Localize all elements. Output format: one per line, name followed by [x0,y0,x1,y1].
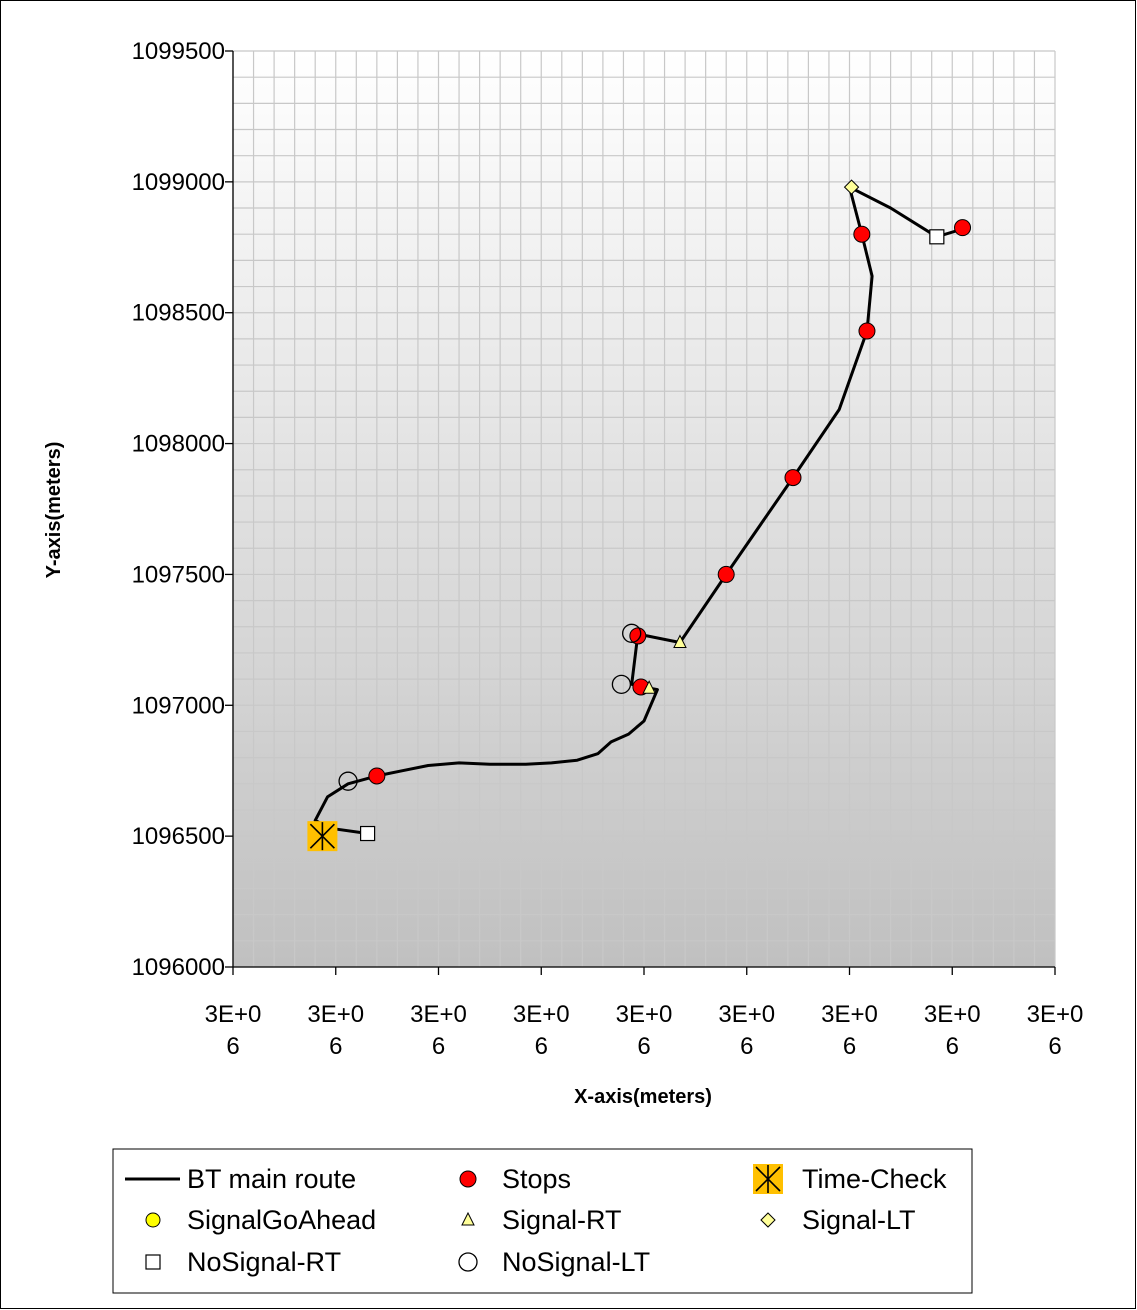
legend-label: NoSignal-RT [187,1247,341,1277]
signal-rt-point [673,634,687,648]
signal-rt-point [642,680,656,694]
stops-point [853,225,871,243]
legend-label: Stops [502,1164,571,1194]
nosignal-rt-point [929,229,945,245]
x-tick-label: 3E+0 6 [513,1001,570,1060]
legend-label: Signal-RT [502,1205,622,1235]
y-tick-label: 1096500 [132,823,225,850]
y-tick-label: 1099000 [132,169,225,196]
nosignal-lt-point [622,623,642,643]
x-tick-label: 3E+0 6 [307,1001,364,1060]
stops-point [858,322,876,340]
stops-point [629,627,647,645]
legend-swatch [458,1252,478,1272]
nosignal-lt-point [611,674,632,694]
y-tick-label: 1098500 [132,300,225,327]
x-axis-title: X-axis(meters) [574,1086,712,1108]
series-layer [307,179,972,852]
x-tick-label: 3E+0 6 [1027,1001,1084,1060]
legend-item-signal-rt: Signal-RT [461,1205,622,1235]
x-tick-label: 3E+0 6 [924,1001,981,1060]
legend-item-nosignal-rt: NoSignal-RT [145,1247,341,1277]
y-tick-label: 1097000 [132,692,225,719]
stops-point [784,469,802,487]
legend-item-signalgoahead: SignalGoAhead [145,1205,376,1235]
y-axis-title: Y-axis(meters) [43,442,65,579]
nosignal-rt-point [360,825,376,842]
y-tick-label: 1097500 [132,561,225,588]
legend-item-signal-lt: Signal-LT [760,1205,916,1235]
legend-box [112,1148,973,1294]
legend-swatch [459,1170,477,1188]
stops-point [954,219,972,237]
legend-swatch [753,1164,783,1194]
legend-label: SignalGoAhead [187,1205,376,1235]
y-tick-label: 1099500 [132,38,225,65]
legend-label: Time-Check [802,1164,947,1194]
x-tick-label: 3E+0 6 [821,1001,878,1060]
legend-swatch [760,1212,776,1228]
legend-item-bt-main-route: BT main route [125,1164,356,1194]
legend-item-time-check: Time-Check [753,1164,947,1194]
x-tick-label: 3E+0 6 [718,1001,775,1060]
x-tick-label: 3E+0 6 [410,1001,467,1060]
nosignal-lt-point [338,771,358,791]
legend-swatch [145,1254,161,1270]
y-tick-label: 1096000 [132,954,225,981]
stops-point [368,767,386,785]
legend-swatch [461,1211,475,1226]
legend-label: NoSignal-LT [502,1247,650,1277]
time-check-point [307,821,338,852]
tick-labels: 1096000 1096500 1097000 1097500 1098000 10985… [132,38,1084,1060]
bt-main-route-line [313,185,964,835]
grid-lines [232,50,1056,968]
stops-point [717,565,735,583]
legend-label: BT main route [187,1164,356,1194]
legend-item-stops: Stops [459,1164,571,1194]
x-tick-label: 3E+0 6 [205,1001,262,1060]
legend-swatch [145,1212,161,1228]
legend-label: Signal-LT [802,1205,916,1235]
axes [225,50,1056,975]
legend: BT main route Stops Time-Check SignalGoAhea… [112,1148,973,1294]
legend-item-nosignal-lt: NoSignal-LT [458,1247,650,1277]
x-tick-label: 3E+0 6 [616,1001,673,1060]
y-tick-label: 1098000 [132,431,225,458]
signal-lt-point [843,179,860,195]
